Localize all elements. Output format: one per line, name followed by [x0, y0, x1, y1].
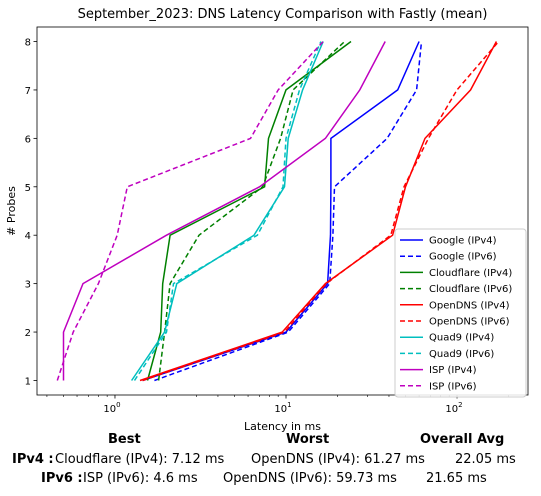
ipv4-avg-value: 22.05 ms	[455, 452, 516, 467]
x-axis-label: Latency in ms	[244, 420, 321, 433]
legend-entry: Google (IPv4)	[429, 236, 497, 247]
y-tick-label: 4	[25, 231, 31, 242]
legend-entry: OpenDNS (IPv6)	[429, 317, 510, 328]
x-tick-label: 100	[103, 401, 120, 415]
y-tick-label: 3	[25, 280, 31, 291]
series-line-cloudflare-ipv4	[146, 40, 352, 381]
series-line-quad9-ipv6	[133, 41, 322, 381]
series-line-isp-ipv6	[56, 40, 324, 381]
series-line-isp-ipv4	[62, 41, 386, 381]
series-line-cloudflare-ipv6	[157, 40, 346, 381]
ipv4-worst-value: OpenDNS (IPv4): 61.27 ms	[251, 452, 425, 467]
best-header: Best	[108, 432, 141, 447]
y-tick-label: 7	[25, 86, 31, 97]
ipv4-row-label: IPv4 :	[12, 452, 54, 467]
series-line-opendns-ipv4	[139, 41, 498, 382]
legend-entry: Quad9 (IPv6)	[429, 349, 494, 360]
legend-entry: Google (IPv6)	[429, 252, 497, 263]
x-tick-label: 101	[274, 401, 291, 415]
series-line-google-ipv4	[142, 41, 420, 382]
ipv6-stats-row: IPv6 : ISP (IPv6): 4.6 ms OpenDNS (IPv6)…	[41, 471, 487, 486]
legend-entry: Quad9 (IPv4)	[429, 333, 494, 344]
y-tick-label: 1	[25, 376, 31, 387]
legend-entry: ISP (IPv4)	[429, 365, 477, 376]
legend-entry: Cloudflare (IPv6)	[429, 284, 512, 295]
legend-entry: OpenDNS (IPv4)	[429, 300, 510, 311]
ipv4-stats-row: IPv4 : Cloudflare (IPv4): 7.12 ms OpenDN…	[12, 452, 516, 467]
ipv6-best-value: ISP (IPv6): 4.6 ms	[83, 471, 198, 486]
series-line-opendns-ipv6	[142, 41, 500, 382]
worst-header: Worst	[286, 432, 330, 447]
legend: Google (IPv4) Google (IPv6) Cloudflare (IP…	[394, 228, 527, 398]
chart-title: September_2023: DNS Latency Comparison w…	[78, 7, 488, 22]
y-tick-label: 5	[25, 183, 31, 194]
y-tick-label: 2	[25, 328, 31, 339]
ipv6-worst-value: OpenDNS (IPv6): 59.73 ms	[223, 471, 397, 486]
y-tick-label: 6	[25, 134, 31, 145]
series-line-google-ipv6	[154, 41, 423, 382]
ipv6-row-label: IPv6 :	[41, 471, 83, 486]
legend-entry: Cloudflare (IPv4)	[429, 268, 512, 279]
y-tick-label: 8	[25, 38, 31, 49]
series-group	[56, 40, 500, 382]
ipv4-best-value: Cloudflare (IPv4): 7.12 ms	[55, 452, 225, 467]
y-axis-label: # Probes	[5, 186, 18, 236]
series-line-quad9-ipv4	[130, 41, 324, 381]
overall-avg-header: Overall Avg	[420, 432, 505, 447]
x-tick-label: 102	[445, 401, 462, 415]
legend-box	[394, 228, 527, 398]
ipv6-avg-value: 21.65 ms	[426, 471, 487, 486]
legend-entry: ISP (IPv6)	[429, 381, 477, 392]
plot-frame	[36, 26, 529, 396]
